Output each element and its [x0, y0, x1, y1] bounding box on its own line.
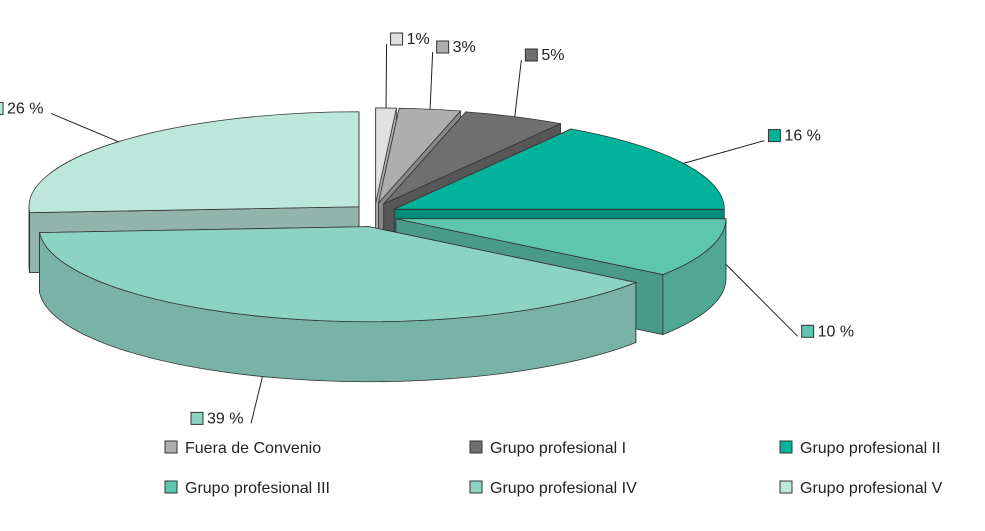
legend-swatch — [469, 480, 483, 494]
legend-item-grupo-profesional-iii: Grupo profesional III — [164, 480, 330, 497]
slice-top — [28, 111, 360, 214]
leader-line — [50, 113, 119, 143]
legend-item-fuera-de-convenio: Fuera de Convenio — [164, 440, 321, 457]
legend-label: Grupo profesional I — [490, 440, 626, 457]
slice-top — [375, 107, 397, 203]
data-label-grupo-profesional-ii: 5% — [524, 47, 564, 64]
legend-label: Fuera de Convenio — [185, 440, 321, 457]
slice-top — [394, 128, 725, 210]
slice-label: 1% — [407, 31, 430, 48]
data-label-fuera-de-convenio: 1% — [390, 31, 430, 48]
label-swatch — [801, 324, 815, 338]
legend-swatch — [469, 440, 483, 454]
data-label-grupo-profesional-v: 39 % — [190, 410, 243, 427]
label-swatch — [0, 101, 4, 115]
leader-line — [514, 59, 522, 117]
label-swatch — [436, 40, 450, 54]
data-label-grupo-profesional-i: 3% — [436, 39, 476, 56]
label-swatch — [524, 48, 538, 62]
slice-side — [28, 206, 31, 273]
legend-item-grupo-profesional-iv: Grupo profesional IV — [469, 480, 637, 497]
legend-label: Grupo profesional III — [185, 480, 330, 497]
label-swatch — [390, 32, 404, 46]
slice-label: 39 % — [207, 410, 243, 427]
pie-slices — [28, 107, 727, 383]
legend-label: Grupo profesional V — [800, 480, 943, 497]
slice-top — [377, 107, 462, 205]
slice-top — [39, 226, 638, 323]
slice-label: 26 % — [7, 100, 43, 117]
legend: Fuera de Convenio Grupo profesional I Grup… — [164, 440, 943, 497]
label-swatch — [767, 129, 781, 143]
legend-label: Grupo profesional IV — [490, 480, 637, 497]
legend-swatch — [164, 440, 178, 454]
slice-grupo-profesional-v — [39, 226, 638, 383]
slice-label: 3% — [453, 39, 476, 56]
data-label-grupo-profesional-vi: 26 % — [0, 100, 44, 117]
slice-top — [395, 218, 727, 275]
data-label-grupo-profesional-iii: 16 % — [767, 128, 821, 145]
slice-top — [383, 111, 562, 205]
legend-label: Grupo profesional II — [800, 440, 941, 457]
leader-line — [429, 51, 434, 110]
legend-swatch — [779, 440, 793, 454]
data-label-grupo-profesional-iv: 10 % — [801, 323, 854, 340]
legend-item-grupo-profesional-v: Grupo profesional V — [779, 480, 943, 497]
label-swatch — [190, 411, 204, 425]
legend-item-grupo-profesional-i: Grupo profesional I — [469, 440, 626, 457]
leader-line — [385, 43, 388, 108]
leader-line — [683, 140, 765, 164]
legend-swatch — [779, 480, 793, 494]
data-labels: 1% 3% 5% 16 % 10 % 39 % 26 % — [0, 31, 854, 427]
legend-swatch — [164, 480, 178, 494]
slice-label: 16 % — [784, 128, 820, 145]
legend-item-grupo-profesional-ii: Grupo profesional II — [779, 440, 941, 457]
slice-label: 5% — [541, 47, 564, 64]
slice-label: 10 % — [818, 323, 854, 340]
